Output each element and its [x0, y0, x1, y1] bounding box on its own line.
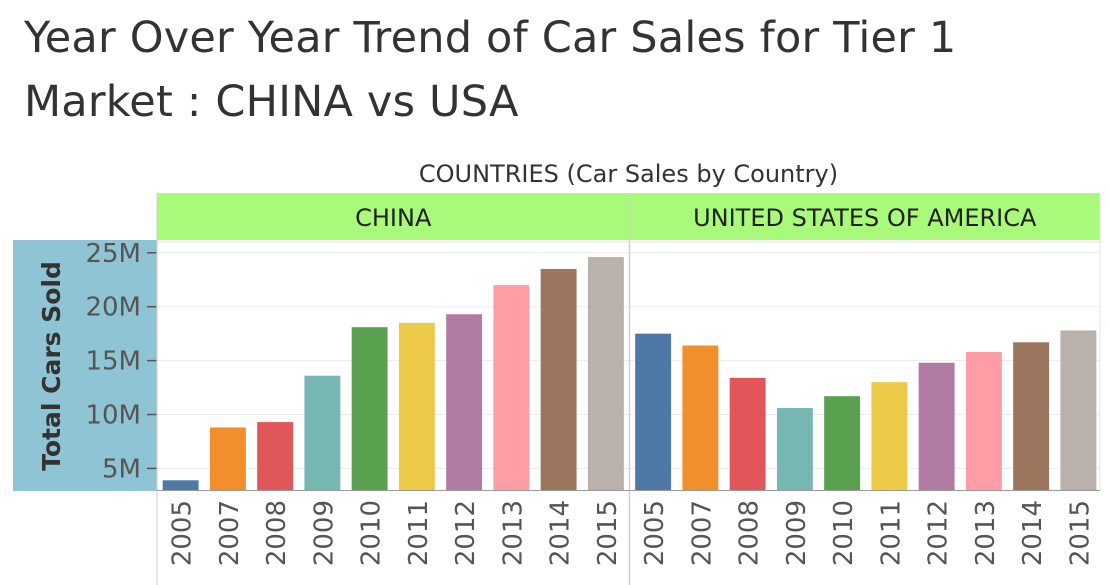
bar-china-2013: [493, 285, 530, 490]
y-tick-label: 10M: [85, 401, 141, 431]
x-tick-label: 2008: [262, 500, 292, 566]
x-tick-label: 2010: [357, 500, 387, 566]
bar-usa-2014: [1013, 342, 1050, 490]
panel-header-label: CHINA: [355, 204, 432, 232]
y-tick-label: 5M: [102, 454, 141, 484]
bar-usa-2008: [729, 377, 766, 490]
chart-title-line-1: Year Over Year Trend of Car Sales for Ti…: [24, 13, 957, 63]
bar-china-2005: [162, 480, 199, 490]
bar-usa-2010: [824, 396, 861, 490]
bar-china-2007: [209, 427, 246, 490]
bar-china-2014: [540, 268, 577, 490]
x-tick-label: 2008: [735, 500, 765, 566]
bar-china-2015: [587, 257, 624, 490]
x-tick-label: 2012: [451, 500, 481, 566]
x-tick-label: 2007: [215, 500, 245, 566]
bar-usa-2005: [635, 333, 672, 490]
bar-usa-2012: [918, 362, 955, 490]
x-tick-label: 2011: [404, 500, 434, 566]
bar-usa-2009: [776, 408, 813, 490]
x-tick-label: 2015: [1065, 500, 1095, 566]
x-tick-label: 2005: [168, 500, 198, 566]
bar-usa-2015: [1060, 330, 1097, 490]
bar-china-2010: [351, 327, 388, 490]
x-tick-label: 2013: [971, 500, 1001, 566]
bar-usa-2013: [965, 351, 1002, 490]
y-tick-label: 15M: [85, 347, 141, 377]
column-header: COUNTRIES (Car Sales by Country): [419, 160, 838, 188]
y-axis-title: Total Cars Sold: [37, 261, 66, 471]
bar-china-2011: [398, 322, 435, 490]
bar-usa-2007: [682, 345, 719, 490]
bar-china-2012: [446, 314, 483, 490]
chart-title: Year Over Year Trend of Car Sales for Ti…: [24, 6, 1084, 134]
y-tick-label: 20M: [85, 293, 141, 323]
x-tick-label: 2010: [829, 500, 859, 566]
panel-header-usa: [629, 193, 1100, 240]
x-tick-label: 2009: [309, 500, 339, 566]
panel-header-label: UNITED STATES OF AMERICA: [693, 204, 1037, 232]
x-tick-label: 2012: [924, 500, 954, 566]
panel-header-china: [157, 193, 630, 240]
x-tick-label: 2015: [593, 500, 623, 566]
bar-usa-2011: [871, 382, 908, 490]
y-tick-label: 25M: [85, 239, 141, 269]
x-tick-label: 2007: [687, 500, 717, 566]
x-tick-label: 2011: [876, 500, 906, 566]
y-axis-panel: [13, 240, 157, 491]
x-tick-label: 2014: [546, 500, 576, 566]
x-tick-label: 2009: [782, 500, 812, 566]
x-tick-label: 2014: [1018, 500, 1048, 566]
chart-title-line-2: Market : CHINA vs USA: [24, 77, 519, 127]
bar-china-2009: [304, 375, 341, 490]
x-tick-label: 2005: [640, 500, 670, 566]
x-tick-label: 2013: [498, 500, 528, 566]
bar-china-2008: [257, 422, 294, 490]
